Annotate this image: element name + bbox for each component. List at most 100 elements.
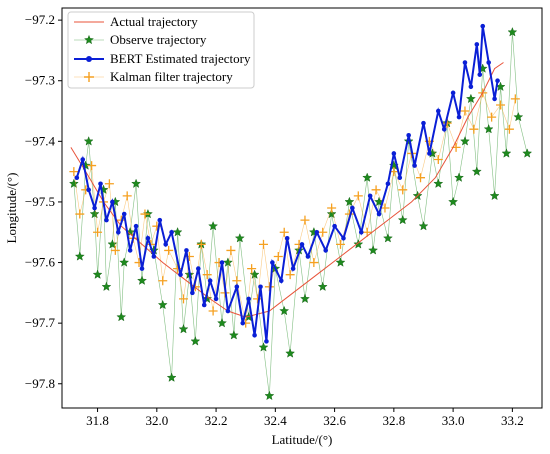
data-point [397,214,408,225]
data-point [450,90,456,96]
data-point [116,311,127,322]
data-point [133,223,139,229]
data-point [270,260,275,265]
x-tick-label: 32.6 [323,413,346,428]
data-point [278,278,284,284]
data-point [115,229,121,235]
data-point [86,187,91,193]
series-2 [74,23,500,344]
data-point [101,281,112,291]
data-point [273,251,283,261]
data-point [190,336,201,346]
data-point [383,233,393,243]
data-point [279,305,290,316]
data-point [460,106,470,116]
data-point [406,132,411,138]
legend-label-observe: Observe trajectory [110,32,207,47]
data-point [127,248,133,253]
data-point [69,167,79,177]
x-tick-label: 32.4 [264,413,287,428]
data-point [471,166,482,176]
data-point [178,272,183,277]
data-point [513,111,524,122]
x-tick-label: 33.2 [501,413,524,428]
data-point [380,203,390,213]
data-point [226,245,236,255]
data-point [178,294,188,304]
data-point [157,299,168,310]
data-point [300,215,310,225]
data-point [246,296,251,302]
data-point [92,205,97,211]
series-line [70,62,504,318]
data-point [371,185,381,195]
data-point [74,175,80,180]
data-point [258,239,268,249]
data-point [448,196,459,207]
legend-box [67,11,255,89]
data-point [213,296,219,302]
data-point [151,254,157,259]
data-point [486,60,491,65]
data-point [284,236,290,241]
data-point [196,239,206,249]
data-point [327,203,337,213]
data-point [207,278,213,284]
data-point [397,175,403,180]
data-point [104,217,109,223]
x-tick-label: 31.8 [86,413,109,428]
data-point [495,78,500,84]
data-point [433,155,443,165]
data-point [157,217,163,223]
data-point [522,148,533,158]
series-layer [69,23,533,401]
data-point [441,126,447,132]
legend-marker-plus [84,72,94,82]
data-point [323,248,329,253]
data-point [258,284,263,290]
legend-marker-circle [86,56,92,62]
data-point [80,160,91,170]
data-point [223,257,233,267]
y-axis: −97.2 −97.3 −97.4 −97.5 −97.6 −97.7 −97.8 [25,12,62,391]
data-point [305,254,311,259]
data-point [398,185,408,195]
data-point [240,320,246,326]
x-tick-label: 33.0 [442,413,465,428]
data-point [228,330,239,340]
data-point [341,236,346,241]
data-point [83,136,94,146]
data-point [219,260,225,265]
data-point [119,257,130,267]
data-point [89,208,100,219]
data-point [158,276,168,286]
legend-item-kalman: Kalman filter trajectory [74,69,233,84]
data-point [483,124,494,134]
data-point [290,266,296,271]
data-point [169,229,174,235]
data-point [501,148,512,158]
series-line [73,32,528,396]
data-point [217,318,227,328]
y-tick-label: −97.6 [25,255,56,270]
data-point [178,324,189,334]
data-point [391,151,397,156]
data-point [504,124,514,134]
data-point [208,221,219,231]
data-point [332,223,337,229]
data-point [225,308,231,314]
legend: Actual trajectory Observe trajectory BER… [67,11,255,89]
data-point [232,276,242,286]
data-point [122,191,132,201]
data-point [253,294,263,304]
data-point [317,281,328,291]
data-point [376,211,382,217]
y-tick-label: −97.8 [25,376,55,391]
data-point [314,229,320,235]
data-point [104,179,114,189]
data-point [247,264,257,274]
data-point [465,93,476,104]
data-point [299,242,305,247]
data-point [460,136,470,146]
data-point [435,108,441,114]
